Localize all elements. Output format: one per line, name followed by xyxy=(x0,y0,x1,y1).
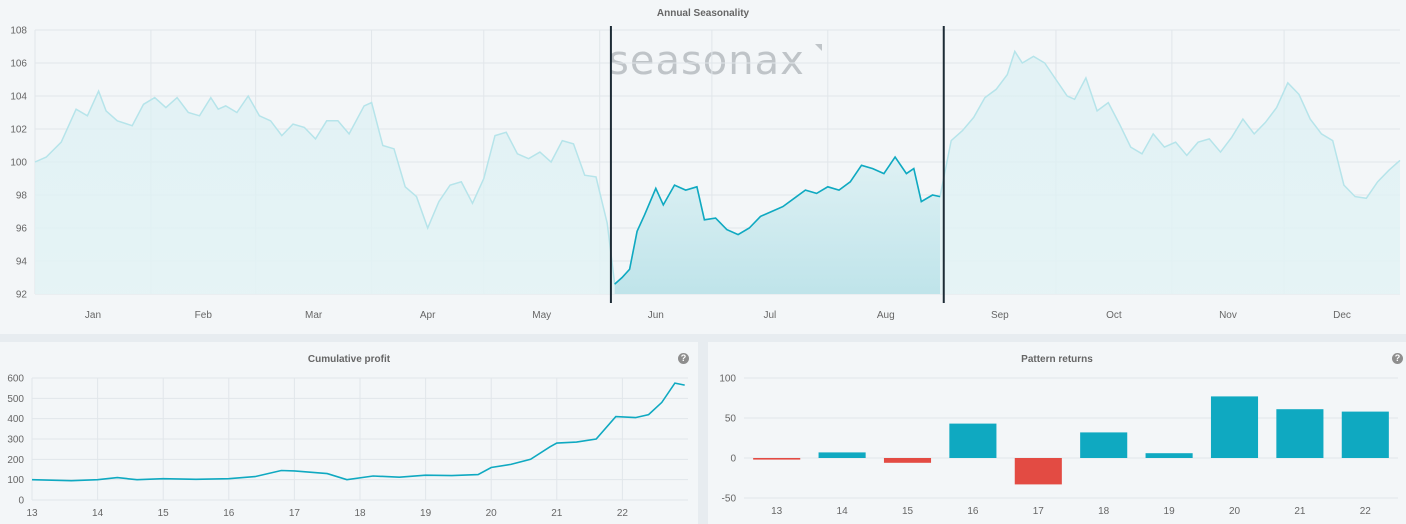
month-label: Apr xyxy=(420,310,436,321)
y-tick-label: 94 xyxy=(16,257,28,268)
x-tick-label: 14 xyxy=(837,506,849,517)
return-bar xyxy=(1145,453,1193,458)
month-label: Dec xyxy=(1333,310,1351,321)
seasonal-area xyxy=(35,51,1400,295)
month-label: Jan xyxy=(85,310,101,321)
seasonality-chart[interactable]: 92 94 96 98 100 102 104 106 108 Jan Feb Mar Apr May Ju… xyxy=(0,0,1406,334)
month-label: Oct xyxy=(1106,310,1122,321)
y-tick-label: 100 xyxy=(7,475,24,486)
highlight-area xyxy=(614,157,941,294)
x-tick-label: 15 xyxy=(902,506,914,517)
month-label: Aug xyxy=(877,310,895,321)
highlight-line xyxy=(614,155,941,285)
month-label: Sep xyxy=(991,310,1009,321)
x-tick-label: 17 xyxy=(289,508,301,519)
x-tick-label: 16 xyxy=(223,508,235,519)
return-bar xyxy=(818,452,866,458)
logo-mark-icon xyxy=(815,44,822,51)
pattern-returns-title: Pattern returns xyxy=(1021,354,1093,365)
month-label: Mar xyxy=(305,310,323,321)
y-tick-label: 108 xyxy=(10,26,27,37)
help-icon[interactable]: ? xyxy=(1392,353,1403,364)
x-tick-label: 19 xyxy=(420,508,432,519)
x-tick-label: 17 xyxy=(1033,506,1045,517)
return-bar xyxy=(1341,411,1389,458)
x-tick-label: 20 xyxy=(486,508,498,519)
month-label: Feb xyxy=(195,310,213,321)
pattern-returns-panel: Pattern returns ? -50 0 50 100 13 14 15 16 17 18 1… xyxy=(708,342,1406,524)
seasonax-logo: seasonax xyxy=(608,38,805,84)
x-tick-label: 14 xyxy=(92,508,104,519)
cumulative-profit-title: Cumulative profit xyxy=(307,354,391,365)
return-bar xyxy=(1210,396,1259,458)
y-tick-label: 104 xyxy=(10,92,27,103)
y-tick-label: 98 xyxy=(16,191,28,202)
cumulative-profit-chart[interactable]: 0 100 200 300 400 500 600 13 14 15 16 17 18 19 20 21 22 xyxy=(0,342,698,524)
x-tick-label: 13 xyxy=(26,508,38,519)
return-bar xyxy=(949,423,997,458)
cumulative-profit-panel: Cumulative profit ? 0 100 200 300 400 500 600 1… xyxy=(0,342,698,524)
x-tick-label: 18 xyxy=(1098,506,1110,517)
return-bar xyxy=(1080,432,1128,458)
month-label: Jun xyxy=(648,310,664,321)
y-tick-label: 300 xyxy=(7,435,24,446)
y-tick-label: 100 xyxy=(10,158,27,169)
x-tick-label: 13 xyxy=(771,506,783,517)
y-tick-label: 200 xyxy=(7,455,24,466)
y-tick-label: 102 xyxy=(10,125,27,136)
pattern-returns-chart[interactable]: -50 0 50 100 13 14 15 16 17 18 19 20 21 22 xyxy=(708,342,1406,524)
seasonality-title: Annual Seasonality xyxy=(656,8,750,19)
x-tick-label: 15 xyxy=(158,508,170,519)
x-tick-label: 21 xyxy=(1294,506,1306,517)
y-tick-label: 92 xyxy=(16,290,28,301)
x-tick-label: 22 xyxy=(617,508,629,519)
x-tick-label: 22 xyxy=(1360,506,1372,517)
y-tick-label: 50 xyxy=(725,414,737,425)
x-tick-label: 20 xyxy=(1229,506,1241,517)
x-tick-label: 19 xyxy=(1164,506,1176,517)
month-label: May xyxy=(532,310,551,321)
return-bar xyxy=(883,458,932,463)
x-tick-label: 18 xyxy=(354,508,366,519)
return-bar xyxy=(753,458,801,460)
month-label: Nov xyxy=(1219,310,1237,321)
y-tick-label: 600 xyxy=(7,374,24,385)
y-tick-label: 0 xyxy=(730,454,736,465)
x-tick-label: 16 xyxy=(967,506,979,517)
month-label: Jul xyxy=(763,310,776,321)
x-tick-label: 21 xyxy=(551,508,563,519)
help-icon[interactable]: ? xyxy=(678,353,689,364)
return-bar xyxy=(1014,458,1062,485)
y-tick-label: 100 xyxy=(719,374,736,385)
y-tick-label: 96 xyxy=(16,224,28,235)
return-bar xyxy=(1276,409,1324,458)
y-tick-label: 106 xyxy=(10,59,27,70)
seasonality-panel: Annual Seasonality seasonax 92 94 96 98 100 1… xyxy=(0,0,1406,334)
cumulative-profit-line xyxy=(31,382,685,482)
y-tick-label: -50 xyxy=(722,494,737,505)
y-tick-label: 0 xyxy=(18,496,24,507)
y-tick-label: 400 xyxy=(7,414,24,425)
y-tick-label: 500 xyxy=(7,394,24,405)
